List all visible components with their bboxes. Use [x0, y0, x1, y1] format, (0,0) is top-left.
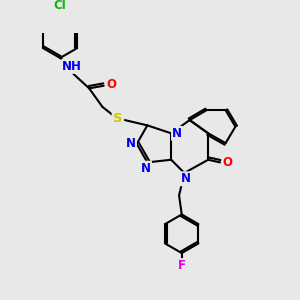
- Text: O: O: [223, 156, 232, 169]
- Text: N: N: [181, 172, 191, 185]
- Text: S: S: [113, 112, 122, 125]
- Text: N: N: [126, 137, 136, 150]
- Text: N: N: [141, 162, 151, 175]
- Text: N: N: [172, 127, 182, 140]
- Text: F: F: [178, 259, 186, 272]
- Text: NH: NH: [62, 60, 82, 73]
- Text: Cl: Cl: [54, 0, 67, 12]
- Text: O: O: [106, 78, 116, 91]
